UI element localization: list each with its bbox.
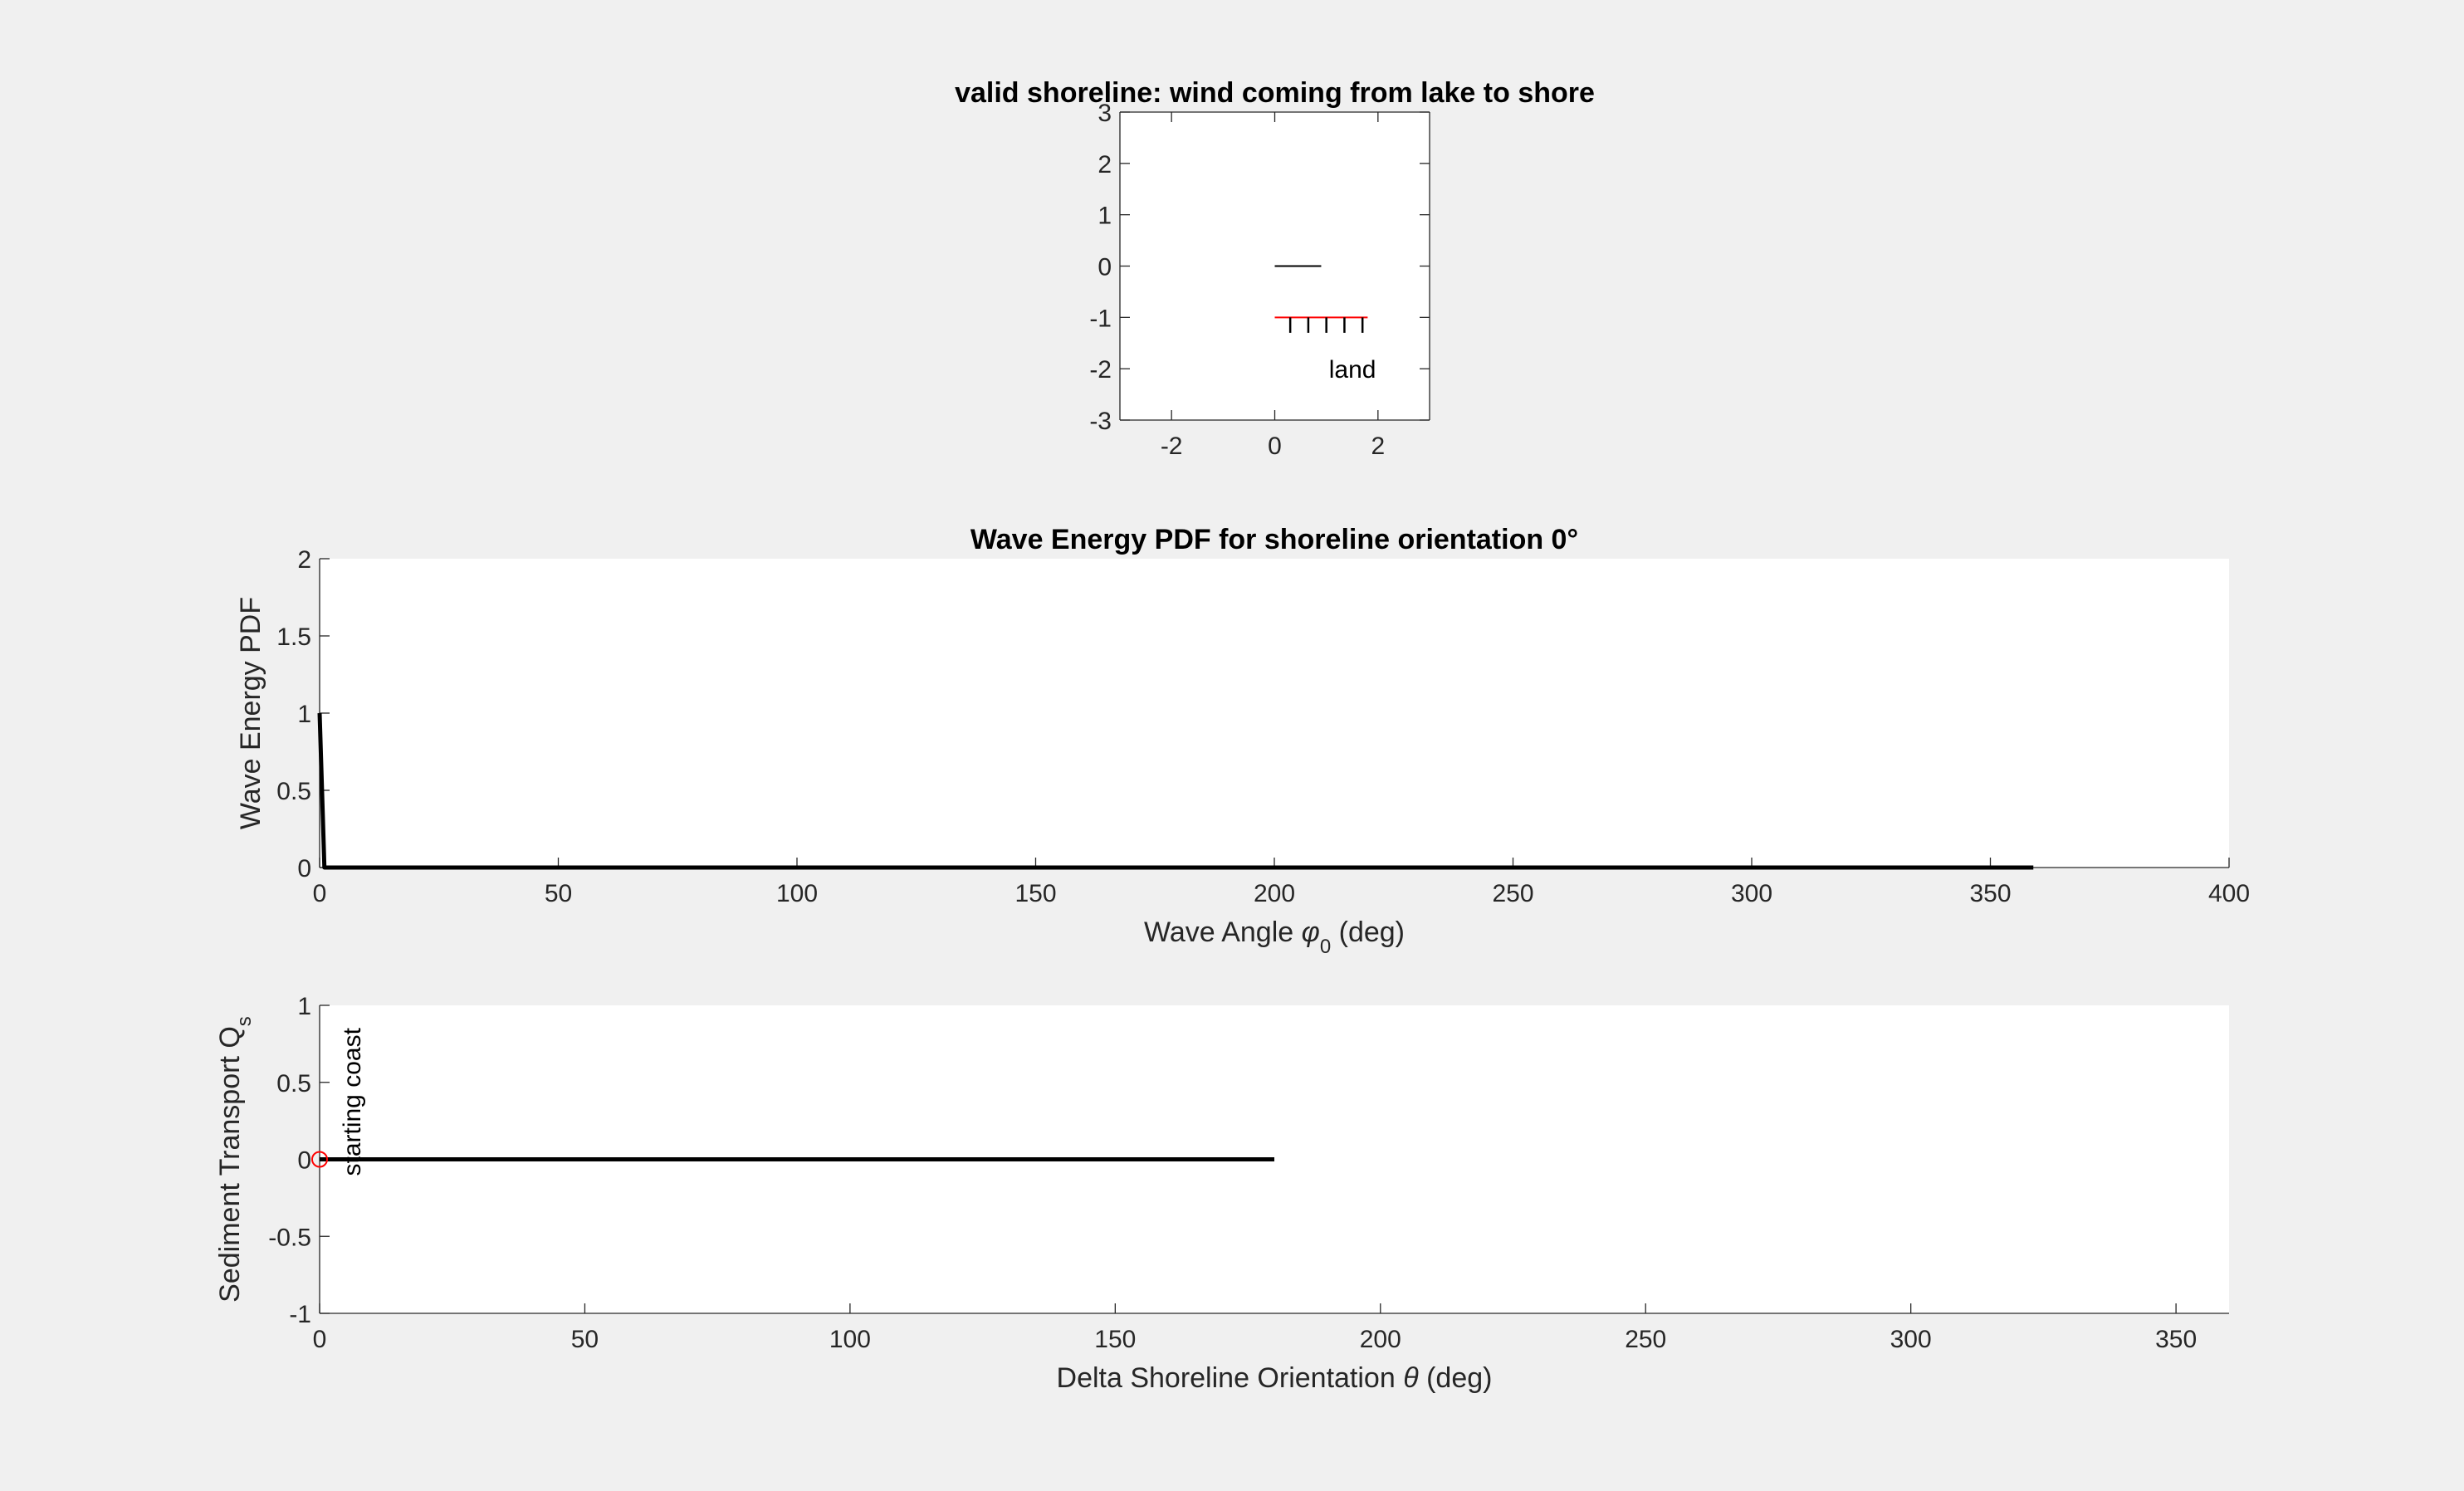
bottom-x-tick-label: 0 — [313, 1326, 327, 1353]
bottom-x-tick-label: 250 — [1625, 1326, 1666, 1353]
middle-x-tick-label: 150 — [1014, 880, 1056, 907]
bottom-y-tick-label: -0.5 — [268, 1224, 311, 1251]
middle-plot-area — [320, 559, 2229, 868]
bottom-x-tick-label: 350 — [2155, 1326, 2197, 1353]
bottom-x-tick-label: 100 — [829, 1326, 871, 1353]
bottom-marker — [311, 1151, 328, 1168]
middle-y-tick-label: 0.5 — [276, 778, 311, 805]
middle-title: Wave Energy PDF for shoreline orientatio… — [970, 524, 1578, 555]
top-x-tick-label: 0 — [1268, 433, 1282, 460]
top-y-tick-label: -1 — [1089, 305, 1112, 332]
middle-axes: 0 50 100 150 200 250 300 350 400 0 0.5 1 1.5 2 Wave En… — [235, 524, 2250, 958]
middle-y-tick-label: 1 — [297, 701, 311, 728]
bottom-x-tick-label: 150 — [1094, 1326, 1136, 1353]
bottom-axes: 0 50 100 150 200 250 300 350 -1 -0.5 0 0.5 1 starting… — [214, 993, 2229, 1394]
middle-y-tick-label: 1.5 — [276, 623, 311, 651]
top-x-tick-label: 2 — [1371, 433, 1385, 460]
top-annotation: land — [1329, 356, 1376, 384]
middle-x-tick-label: 50 — [545, 880, 572, 907]
top-y-tick-label: 2 — [1098, 151, 1112, 178]
bottom-x-label: Delta Shoreline Orientation θ (deg) — [1057, 1362, 1493, 1394]
bottom-y-label: Sediment Transport Qs — [214, 1016, 256, 1303]
middle-x-tick-label: 100 — [776, 880, 818, 907]
top-y-tick-label: 0 — [1098, 254, 1112, 281]
top-y-tick-label: 1 — [1098, 203, 1112, 230]
middle-x-tick-label: 250 — [1492, 880, 1533, 907]
top-y-tick-label: -3 — [1089, 408, 1112, 435]
top-y-tick-label: -2 — [1089, 356, 1112, 384]
top-y-tick-label: 3 — [1098, 100, 1112, 127]
middle-y-tick-label: 2 — [297, 546, 311, 574]
top-axes: -2 0 2 -3 -2 -1 0 1 2 3 land valid shoreline: wind … — [955, 77, 1595, 460]
top-x-tick-label: -2 — [1161, 433, 1183, 460]
middle-x-label: Wave Angle φ0 (deg) — [1144, 917, 1405, 958]
bottom-annotation: starting coast — [339, 1027, 366, 1176]
middle-series-line — [317, 712, 2034, 870]
bottom-y-tick-label: 0 — [297, 1147, 311, 1175]
middle-x-tick-label: 400 — [2208, 880, 2250, 907]
middle-x-tick-label: 0 — [313, 880, 327, 907]
middle-x-tick-label: 200 — [1254, 880, 1295, 907]
bottom-x-tick-label: 300 — [1890, 1326, 1932, 1353]
bottom-y-tick-label: 1 — [297, 993, 311, 1020]
middle-x-tick-label: 350 — [1969, 880, 2011, 907]
bottom-x-tick-label: 200 — [1360, 1326, 1401, 1353]
top-title: valid shoreline: wind coming from lake t… — [955, 77, 1595, 109]
bottom-y-tick-label: -1 — [289, 1301, 311, 1328]
middle-y-label: Wave Energy PDF — [235, 597, 266, 829]
middle-y-tick-label: 0 — [297, 855, 311, 882]
bottom-x-tick-label: 50 — [571, 1326, 599, 1353]
middle-x-tick-label: 300 — [1731, 880, 1772, 907]
bottom-y-tick-label: 0.5 — [276, 1070, 311, 1097]
